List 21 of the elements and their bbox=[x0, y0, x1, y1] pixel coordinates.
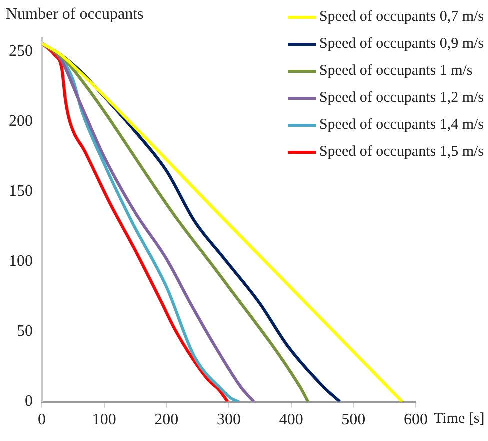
x-tick-label: 300 bbox=[217, 412, 241, 429]
legend-label: Speed of occupants 1 m/s bbox=[319, 63, 473, 80]
x-tick-label: 0 bbox=[38, 412, 46, 429]
y-axis-title: Number of occupants bbox=[6, 6, 144, 24]
legend-label: Speed of occupants 1,4 m/s bbox=[319, 117, 484, 134]
x-tick-label: 200 bbox=[154, 412, 179, 429]
x-axis-title: Time [s] bbox=[434, 411, 485, 428]
legend-label: Speed of occupants 0,7 m/s bbox=[319, 9, 484, 26]
x-tick-label: 400 bbox=[279, 412, 304, 429]
y-tick-label: 150 bbox=[9, 183, 33, 200]
y-tick-label: 200 bbox=[9, 113, 33, 130]
y-tick-label: 0 bbox=[25, 393, 33, 410]
legend-label: Speed of occupants 0,9 m/s bbox=[319, 36, 484, 53]
x-tick-label: 600 bbox=[404, 412, 428, 429]
legend-label: Speed of occupants 1,2 m/s bbox=[319, 90, 484, 107]
x-tick-label: 500 bbox=[342, 412, 366, 429]
x-tick-label: 100 bbox=[92, 412, 116, 429]
y-tick-label: 100 bbox=[9, 253, 33, 270]
y-tick-label: 50 bbox=[17, 323, 33, 340]
legend-label: Speed of occupants 1,5 m/s bbox=[319, 144, 484, 161]
y-tick-label: 250 bbox=[9, 43, 33, 60]
